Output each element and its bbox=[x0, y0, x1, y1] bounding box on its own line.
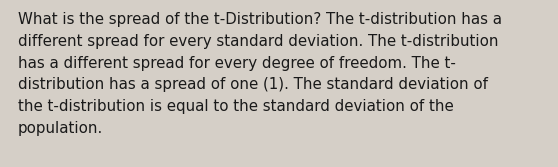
Text: different spread for every standard deviation. The t-distribution: different spread for every standard devi… bbox=[18, 34, 498, 49]
Text: has a different spread for every degree of freedom. The t-: has a different spread for every degree … bbox=[18, 56, 456, 71]
Text: distribution has a spread of one (1). The standard deviation of: distribution has a spread of one (1). Th… bbox=[18, 77, 488, 92]
Text: population.: population. bbox=[18, 121, 103, 136]
Text: What is the spread of the t-Distribution? The t-distribution has a: What is the spread of the t-Distribution… bbox=[18, 12, 502, 27]
Text: the t-distribution is equal to the standard deviation of the: the t-distribution is equal to the stand… bbox=[18, 99, 454, 114]
